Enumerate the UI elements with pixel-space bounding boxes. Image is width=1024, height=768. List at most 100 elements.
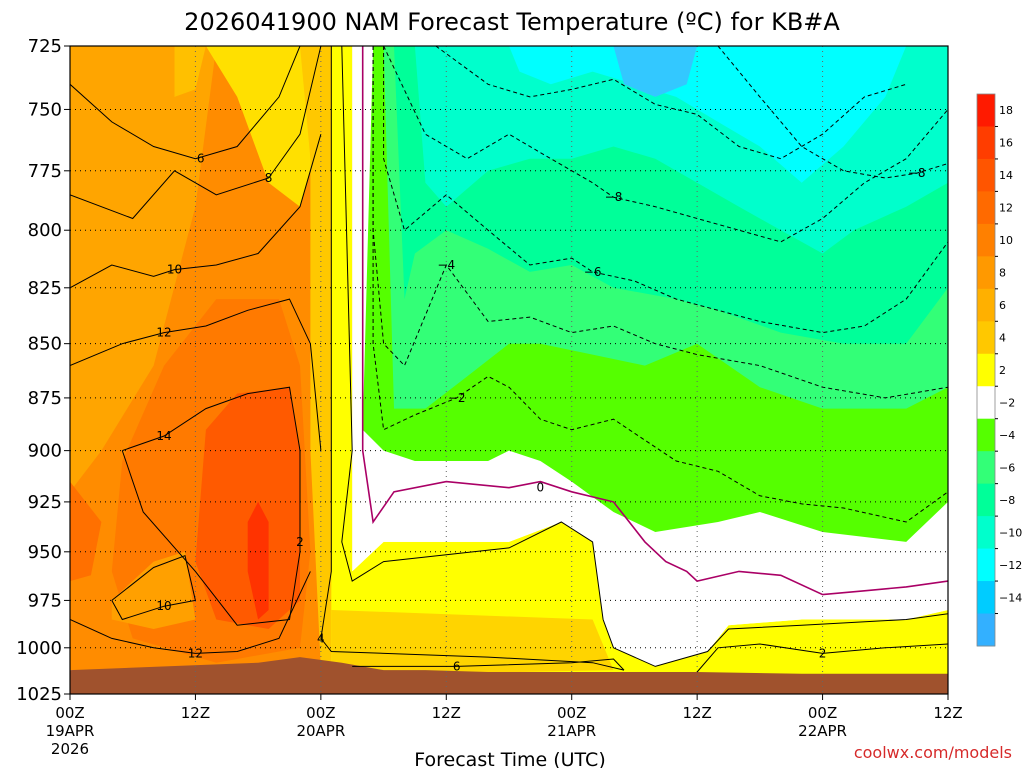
contour-line-3 [70, 298, 322, 451]
colorbar-swatch-8 [977, 353, 995, 387]
temp-region-warm-upper [70, 46, 217, 492]
contour-label-15: −8 [605, 190, 623, 204]
x-tick-label-48: 00Z [557, 704, 586, 722]
y-tick-label-750: 750 [28, 99, 62, 120]
contour-line-1 [70, 46, 322, 220]
y-tick-label-725: 725 [28, 36, 62, 57]
contour-line-7 [320, 46, 625, 671]
x-tick-date-24: 20APR [296, 722, 345, 740]
colorbar-swatch-10 [977, 418, 995, 452]
contour-label-10: 2 [819, 646, 827, 660]
y-tick-label-975: 975 [28, 590, 62, 611]
contour-line-13 [372, 46, 948, 399]
x-tick-label-24: 00Z [306, 704, 335, 722]
colorbar-swatch-9 [977, 386, 995, 420]
colorbar-swatch-12 [977, 483, 995, 517]
contour-label-12: −2 [448, 391, 466, 405]
colorbar-swatch-6 [977, 288, 995, 322]
plot-area: 6 8 10 12 14 12 10 4 6 2 2 0 −2 −4 −6 −8 −8 [70, 46, 948, 694]
colorbar-swatch-11 [977, 451, 995, 485]
x-tick-label-84: 12Z [933, 704, 962, 722]
axes: 7257507758008258508759009259509751000102… [16, 36, 963, 758]
y-tick-label-850: 850 [28, 334, 62, 355]
x-axis-label: Forecast Time (UTC) [414, 749, 605, 768]
contour-label-11: 0 [537, 481, 545, 495]
colorbar-swatch-14 [977, 548, 995, 582]
x-tick-date-72: 22APR [798, 722, 847, 740]
contour-label-13: −4 [437, 258, 455, 272]
credit-label: coolwx.com/models [854, 743, 1012, 762]
x-tick-label-72: 00Z [808, 704, 837, 722]
contour-label-5: 12 [188, 646, 203, 660]
temp-region-warm-ridge-6 [174, 46, 206, 97]
colorbar-label-4: 10 [999, 234, 1013, 247]
contour-line-2 [70, 134, 322, 289]
y-tick-label-800: 800 [28, 220, 62, 241]
contour-label-8: 6 [453, 659, 461, 673]
temp-region-terrain [70, 657, 948, 694]
contour-line-5 [70, 571, 311, 654]
colorbar-label-2: 14 [999, 169, 1013, 182]
contour-label-7: 4 [317, 631, 325, 645]
temp-region-band-16 [247, 501, 269, 620]
contour-line-12 [372, 46, 948, 523]
y-tick-label-950: 950 [28, 542, 62, 563]
temp-region-cold-core [509, 46, 907, 183]
colorbar-label-13: −10 [999, 526, 1022, 539]
colorbar-label-9: −2 [999, 396, 1015, 409]
contour-label-6: 10 [156, 599, 171, 613]
contour-line-10 [696, 643, 948, 673]
y-tick-label-875: 875 [28, 388, 62, 409]
colorbar-label-14: −12 [999, 559, 1022, 572]
colorbar-label-3: 12 [999, 202, 1013, 215]
temp-region-white-zero [352, 46, 948, 667]
colorbar-label-6: 6 [999, 299, 1006, 312]
contour-label-0: 6 [197, 152, 205, 166]
contour-label-1: 8 [265, 171, 273, 185]
contour-line-6 [111, 555, 197, 621]
x-tick-date-0: 19APR [46, 722, 95, 740]
contour-label-3: 12 [156, 326, 171, 340]
y-tick-label-1000: 1000 [16, 638, 62, 659]
chart-title: 2026041900 NAM Forecast Temperature (ºC)… [184, 8, 840, 36]
y-tick-label-1025: 1025 [16, 684, 62, 705]
colorbar-swatch-15 [977, 581, 995, 615]
contour-line-15 [383, 46, 948, 243]
x-tick-label-36: 12Z [432, 704, 461, 722]
colorbar-label-10: −4 [999, 429, 1015, 442]
temp-region-coldest [613, 46, 698, 97]
y-tick-label-925: 925 [28, 492, 62, 513]
temp-region-yellow-low-4 [331, 610, 614, 676]
x-tick-label-0: 00Z [55, 704, 84, 722]
colorbar-swatch-13 [977, 516, 995, 550]
colorbar-label-11: −6 [999, 461, 1015, 474]
colorbar-swatch-5 [977, 256, 995, 290]
x-tick-label-60: 12Z [682, 704, 711, 722]
colorbar-swatch-7 [977, 321, 995, 355]
colorbar-label-15: −14 [999, 591, 1022, 604]
colorbar-frame [976, 93, 996, 647]
contour-line-0 [70, 46, 301, 160]
x-tick-label-12: 12Z [181, 704, 210, 722]
colorbar-swatch-3 [977, 191, 995, 225]
colorbar-label-7: 4 [999, 332, 1006, 345]
contour-label-2: 10 [167, 263, 182, 277]
colorbar-swatch-4 [977, 223, 995, 257]
temp-region-pocket-left [70, 481, 102, 582]
contour-label-4: 14 [156, 429, 171, 443]
contour-line-9 [341, 46, 948, 667]
colorbar-swatch-2 [977, 158, 995, 192]
plot-frame [69, 45, 949, 695]
x-tick-date-48: 21APR [547, 722, 596, 740]
plot-content: 6 8 10 12 14 12 10 4 6 2 2 0 −2 −4 −6 −8 −8 [70, 46, 948, 694]
colorbar-swatch-0 [977, 94, 995, 127]
contour-label-17: −8 [908, 166, 926, 180]
contour-line-11 [361, 46, 948, 596]
temp-region-warm-ridge-4 [205, 46, 321, 207]
contour-label-9: 2 [296, 535, 304, 549]
contour-line-8 [352, 658, 625, 671]
temp-region-pocket-10 [111, 551, 196, 629]
temp-region-band-14 [195, 387, 300, 629]
y-tick-label-775: 775 [28, 161, 62, 182]
